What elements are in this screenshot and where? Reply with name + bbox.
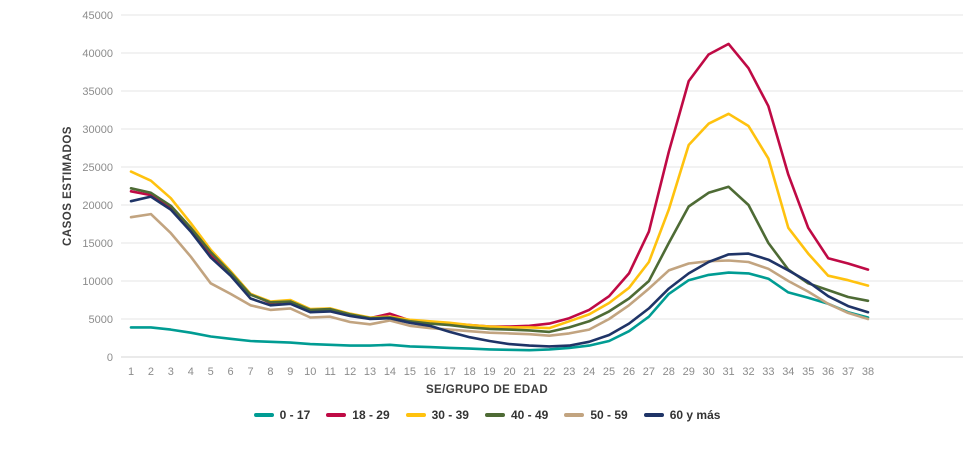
x-tick-label: 7 — [247, 366, 253, 378]
legend-label: 50 - 59 — [590, 408, 628, 422]
legend-label: 0 - 17 — [279, 408, 311, 422]
x-tick-label: 36 — [822, 366, 834, 378]
x-tick-label: 4 — [188, 366, 194, 378]
legend-swatch — [253, 413, 274, 417]
legend-label: 30 - 39 — [431, 408, 469, 422]
legend-swatch — [326, 413, 347, 417]
legend-item-18-29: 18 - 29 — [326, 408, 390, 422]
legend-label: 40 - 49 — [510, 408, 549, 422]
x-tick-label: 12 — [344, 366, 356, 378]
x-tick-label: 19 — [483, 366, 495, 378]
x-tick-label: 9 — [287, 366, 293, 378]
legend-swatch — [564, 413, 585, 417]
y-tick-label: 5000 — [89, 314, 113, 326]
x-tick-label: 18 — [463, 366, 475, 378]
series-line-60ymás — [129, 195, 870, 348]
y-tick-label: 25000 — [82, 162, 113, 174]
y-tick-label: 0 — [107, 352, 113, 364]
legend: 0 - 17 18 - 29 30 - 39 40 - 49 50 - 59 60 y m… — [0, 408, 974, 422]
x-tick-label: 38 — [862, 366, 874, 378]
legend-swatch — [405, 413, 426, 417]
y-tick-label: 30000 — [82, 124, 113, 136]
x-tick-label: 10 — [304, 366, 316, 378]
legend-swatch — [484, 413, 505, 417]
x-tick-label: 25 — [603, 366, 615, 378]
x-tick-label: 31 — [722, 366, 734, 378]
x-tick-label: 21 — [523, 366, 535, 378]
x-tick-label: 6 — [228, 366, 234, 378]
x-axis-title: SE/GRUPO DE EDAD — [425, 384, 549, 396]
series-line-50-59 — [129, 212, 870, 338]
x-tick-label: 8 — [267, 366, 273, 378]
x-tick-label: 1 — [128, 366, 134, 378]
x-tick-label: 27 — [643, 366, 655, 378]
legend-item-40-49: 40 - 49 — [484, 408, 549, 422]
y-tick-label: 40000 — [82, 48, 113, 60]
x-tick-label: 34 — [782, 366, 794, 378]
y-tick-label: 15000 — [82, 238, 113, 250]
series-line-40-49 — [129, 185, 870, 334]
x-tick-label: 28 — [663, 366, 675, 378]
x-tick-label: 14 — [384, 366, 396, 378]
x-tick-label: 29 — [683, 366, 695, 378]
x-tick-label: 24 — [583, 366, 595, 378]
x-tick-label: 33 — [762, 366, 774, 378]
x-tick-label: 37 — [842, 366, 854, 378]
x-tick-label: 23 — [563, 366, 575, 378]
x-tick-label: 13 — [364, 366, 376, 378]
legend-item-30-39: 30 - 39 — [405, 408, 469, 422]
x-tick-label: 20 — [503, 366, 515, 378]
x-tick-label: 17 — [444, 366, 456, 378]
x-tick-label: 30 — [703, 366, 715, 378]
x-tick-label: 22 — [543, 366, 555, 378]
legend-item-50-59: 50 - 59 — [564, 408, 628, 422]
legend-item-60ymás: 60 y más — [643, 408, 721, 422]
legend-label: 18 - 29 — [352, 408, 390, 422]
y-tick-label: 35000 — [82, 86, 113, 98]
y-tick-label: 10000 — [82, 276, 113, 288]
x-tick-label: 16 — [424, 366, 436, 378]
legend-swatch — [643, 413, 664, 417]
y-tick-label: 45000 — [82, 10, 113, 22]
x-tick-label: 26 — [623, 366, 635, 378]
legend-item-0-17: 0 - 17 — [253, 408, 311, 422]
legend-label: 60 y más — [669, 408, 721, 422]
x-tick-label: 2 — [148, 366, 154, 378]
x-tick-label: 3 — [168, 366, 174, 378]
x-tick-label: 5 — [208, 366, 214, 378]
series-line-0-17 — [129, 271, 870, 352]
x-tick-label: 32 — [742, 366, 754, 378]
x-tick-label: 11 — [324, 366, 335, 378]
x-tick-label: 35 — [802, 366, 814, 378]
x-tick-label: 15 — [404, 366, 416, 378]
y-tick-label: 20000 — [82, 200, 113, 212]
